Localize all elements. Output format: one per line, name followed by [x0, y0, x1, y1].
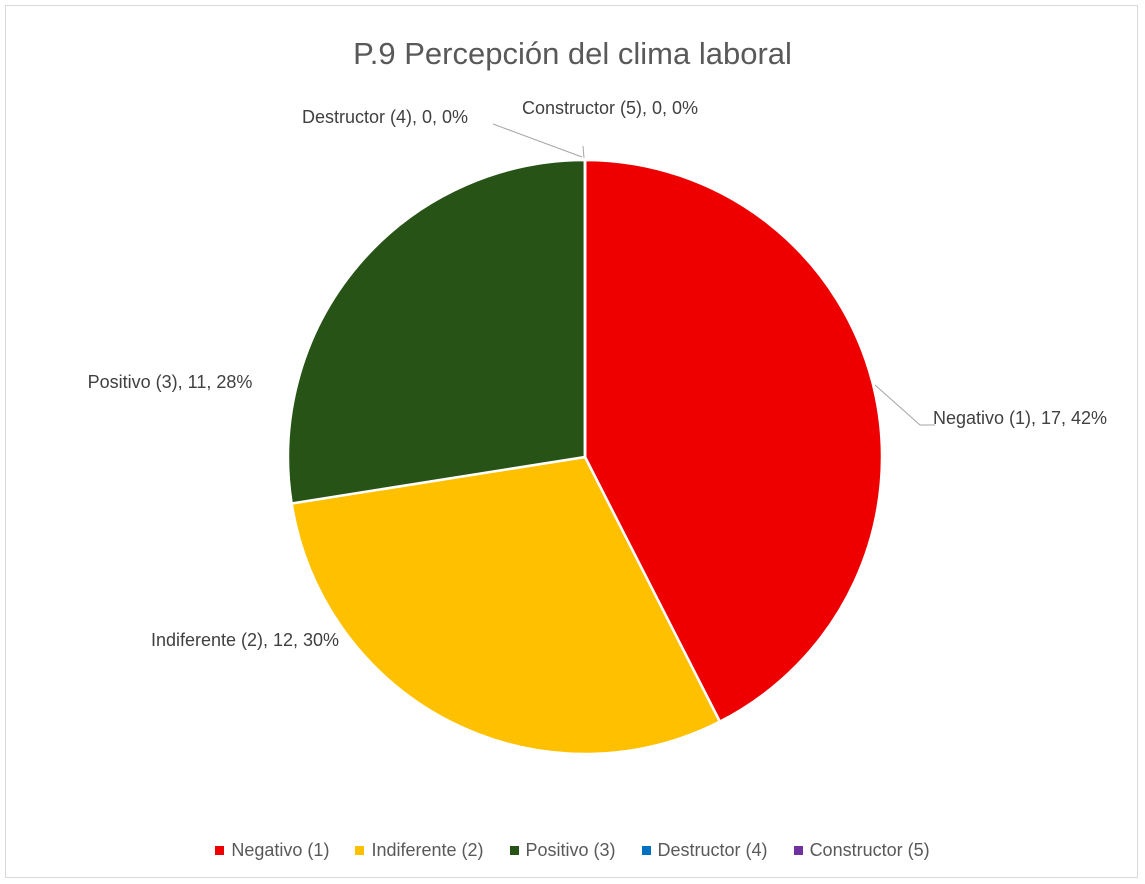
legend-swatch — [509, 846, 519, 855]
leader-line — [582, 145, 585, 159]
legend-label: Indiferente (2) — [371, 840, 484, 860]
legend-label: Destructor (4) — [657, 840, 768, 860]
legend-item: Indiferente (2) — [355, 840, 484, 861]
pie-slice — [290, 455, 722, 756]
data-label: Destructor (4), 0, 0% — [301, 107, 469, 127]
legend: Negativo (1) Indiferente (2) Positivo (3) D… — [0, 840, 1145, 861]
chart-frame — [5, 5, 1138, 878]
legend-label: Positivo (3) — [525, 840, 616, 860]
chart-title: P.9 Percepción del clima laboral — [353, 36, 792, 71]
legend-swatch — [641, 846, 651, 855]
leader-line — [492, 123, 583, 158]
legend-item: Negativo (1) — [215, 840, 329, 861]
legend-item: Constructor (5) — [793, 840, 930, 861]
data-label: Indiferente (2), 12, 30% — [150, 630, 340, 650]
data-label: Positivo (3), 11, 28% — [87, 372, 253, 392]
leader-line — [874, 384, 935, 426]
legend-item: Destructor (4) — [641, 840, 768, 861]
legend-swatch — [215, 846, 225, 855]
legend-label: Negativo (1) — [231, 840, 330, 860]
legend-swatch — [355, 846, 365, 855]
legend-item: Positivo (3) — [509, 840, 616, 861]
data-label: Constructor (5), 0, 0% — [521, 98, 699, 118]
pie-slice — [286, 158, 587, 505]
legend-swatch — [793, 846, 803, 855]
legend-label: Constructor (5) — [809, 840, 930, 860]
pie-slice — [583, 158, 884, 724]
data-label: Negativo (1), 17, 42% — [932, 408, 1108, 428]
